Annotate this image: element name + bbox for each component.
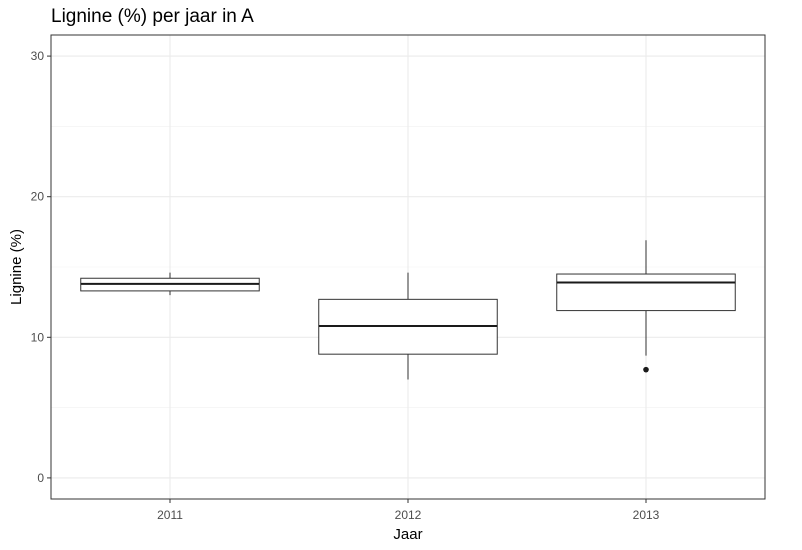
- outlier-point: [643, 366, 649, 373]
- grid-layer: [51, 35, 765, 499]
- axis-layer: 0 10 20 30 2011 2012 2013: [31, 49, 660, 522]
- box-2011: [80, 272, 260, 296]
- x-tick-label: 2012: [395, 508, 422, 522]
- iqr-box: [556, 273, 736, 312]
- chart-title: Lignine (%) per jaar in A: [51, 6, 254, 27]
- y-tick-label: 10: [31, 330, 45, 344]
- box-2013: [556, 240, 736, 373]
- x-tick-label: 2013: [633, 508, 660, 522]
- y-axis-title: Lignine (%): [8, 229, 25, 305]
- box-2012: [318, 272, 498, 380]
- x-tick-label: 2011: [157, 508, 183, 522]
- box-layer: [80, 240, 736, 380]
- y-tick-label: 0: [37, 471, 44, 485]
- y-tick-label: 20: [31, 190, 45, 204]
- y-tick-label: 30: [31, 49, 45, 63]
- x-axis-title: Jaar: [393, 526, 422, 543]
